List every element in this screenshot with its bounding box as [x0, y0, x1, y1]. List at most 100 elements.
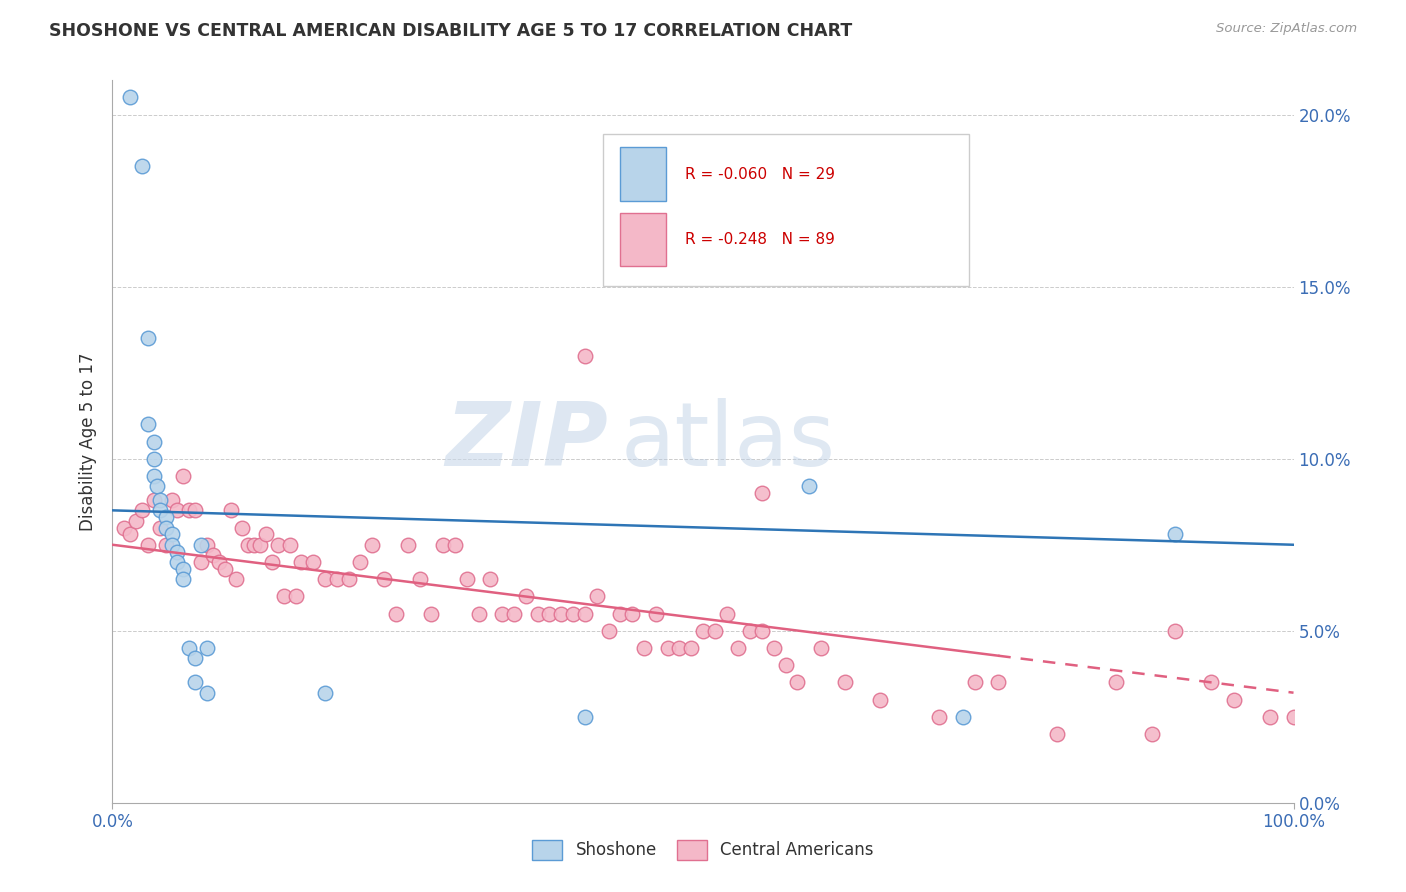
Point — [142, 434, 165, 449]
Point — [172, 562, 194, 576]
Point — [337, 572, 360, 586]
Text: SHOSHONE VS CENTRAL AMERICAN DISABILITY AGE 5 TO 17 CORRELATION CHART: SHOSHONE VS CENTRAL AMERICAN DISABILITY … — [49, 22, 852, 40]
Point — [131, 159, 153, 173]
Point — [432, 538, 454, 552]
Point — [751, 624, 773, 638]
Y-axis label: Disability Age 5 to 17: Disability Age 5 to 17 — [79, 352, 97, 531]
Point — [762, 640, 785, 655]
Point — [799, 479, 821, 493]
Point — [190, 555, 212, 569]
Point — [1282, 710, 1305, 724]
Point — [243, 538, 266, 552]
Point — [131, 503, 153, 517]
Point — [273, 590, 295, 604]
Point — [692, 624, 714, 638]
Point — [987, 675, 1010, 690]
Point — [172, 469, 194, 483]
Point — [574, 710, 596, 724]
Point — [396, 538, 419, 552]
Point — [302, 555, 325, 569]
Point — [716, 607, 738, 621]
Text: R = -0.248   N = 89: R = -0.248 N = 89 — [685, 232, 835, 247]
FancyBboxPatch shape — [620, 147, 666, 201]
Point — [727, 640, 749, 655]
Point — [166, 555, 188, 569]
Point — [195, 640, 218, 655]
Point — [155, 520, 177, 534]
Point — [751, 486, 773, 500]
Point — [314, 572, 336, 586]
Point — [952, 710, 974, 724]
Legend: Shoshone, Central Americans: Shoshone, Central Americans — [526, 833, 880, 867]
FancyBboxPatch shape — [603, 135, 969, 286]
Point — [155, 510, 177, 524]
Point — [219, 503, 242, 517]
Point — [136, 331, 159, 345]
Point — [184, 651, 207, 665]
Point — [160, 527, 183, 541]
Point — [703, 624, 725, 638]
Point — [681, 640, 703, 655]
Text: atlas: atlas — [620, 398, 835, 485]
Point — [526, 607, 548, 621]
Point — [928, 710, 950, 724]
Point — [361, 538, 384, 552]
Point — [609, 607, 631, 621]
Point — [621, 607, 644, 621]
Point — [278, 538, 301, 552]
Point — [120, 90, 142, 104]
Point — [644, 607, 666, 621]
Point — [195, 538, 218, 552]
Text: ZIP: ZIP — [446, 398, 609, 485]
Point — [408, 572, 430, 586]
Point — [585, 590, 607, 604]
Point — [142, 469, 165, 483]
Point — [869, 692, 891, 706]
Point — [657, 640, 679, 655]
Point — [195, 686, 218, 700]
Point — [786, 675, 808, 690]
Point — [1164, 624, 1187, 638]
Point — [550, 607, 572, 621]
Point — [225, 572, 247, 586]
Point — [456, 572, 478, 586]
Point — [314, 686, 336, 700]
Point — [385, 607, 408, 621]
Point — [1046, 727, 1069, 741]
Point — [120, 527, 142, 541]
Point — [112, 520, 135, 534]
FancyBboxPatch shape — [620, 212, 666, 266]
Point — [1258, 710, 1281, 724]
Point — [267, 538, 290, 552]
Point — [574, 349, 596, 363]
Point — [201, 548, 224, 562]
Point — [142, 493, 165, 508]
Point — [142, 451, 165, 466]
Text: R = -0.060   N = 29: R = -0.060 N = 29 — [685, 167, 835, 182]
Point — [166, 503, 188, 517]
Point — [254, 527, 277, 541]
Point — [1164, 527, 1187, 541]
Point — [184, 503, 207, 517]
Point — [125, 514, 148, 528]
Point — [238, 538, 260, 552]
Point — [775, 658, 797, 673]
Point — [1223, 692, 1246, 706]
Point — [1105, 675, 1128, 690]
Point — [467, 607, 489, 621]
Point — [149, 503, 172, 517]
Point — [166, 544, 188, 558]
Point — [260, 555, 283, 569]
Point — [562, 607, 585, 621]
Point — [373, 572, 395, 586]
Text: Source: ZipAtlas.com: Source: ZipAtlas.com — [1216, 22, 1357, 36]
Point — [834, 675, 856, 690]
Point — [136, 538, 159, 552]
Point — [668, 640, 690, 655]
Point — [598, 624, 620, 638]
Point — [149, 520, 172, 534]
Point — [284, 590, 307, 604]
Point — [179, 640, 201, 655]
Point — [633, 640, 655, 655]
Point — [149, 493, 172, 508]
